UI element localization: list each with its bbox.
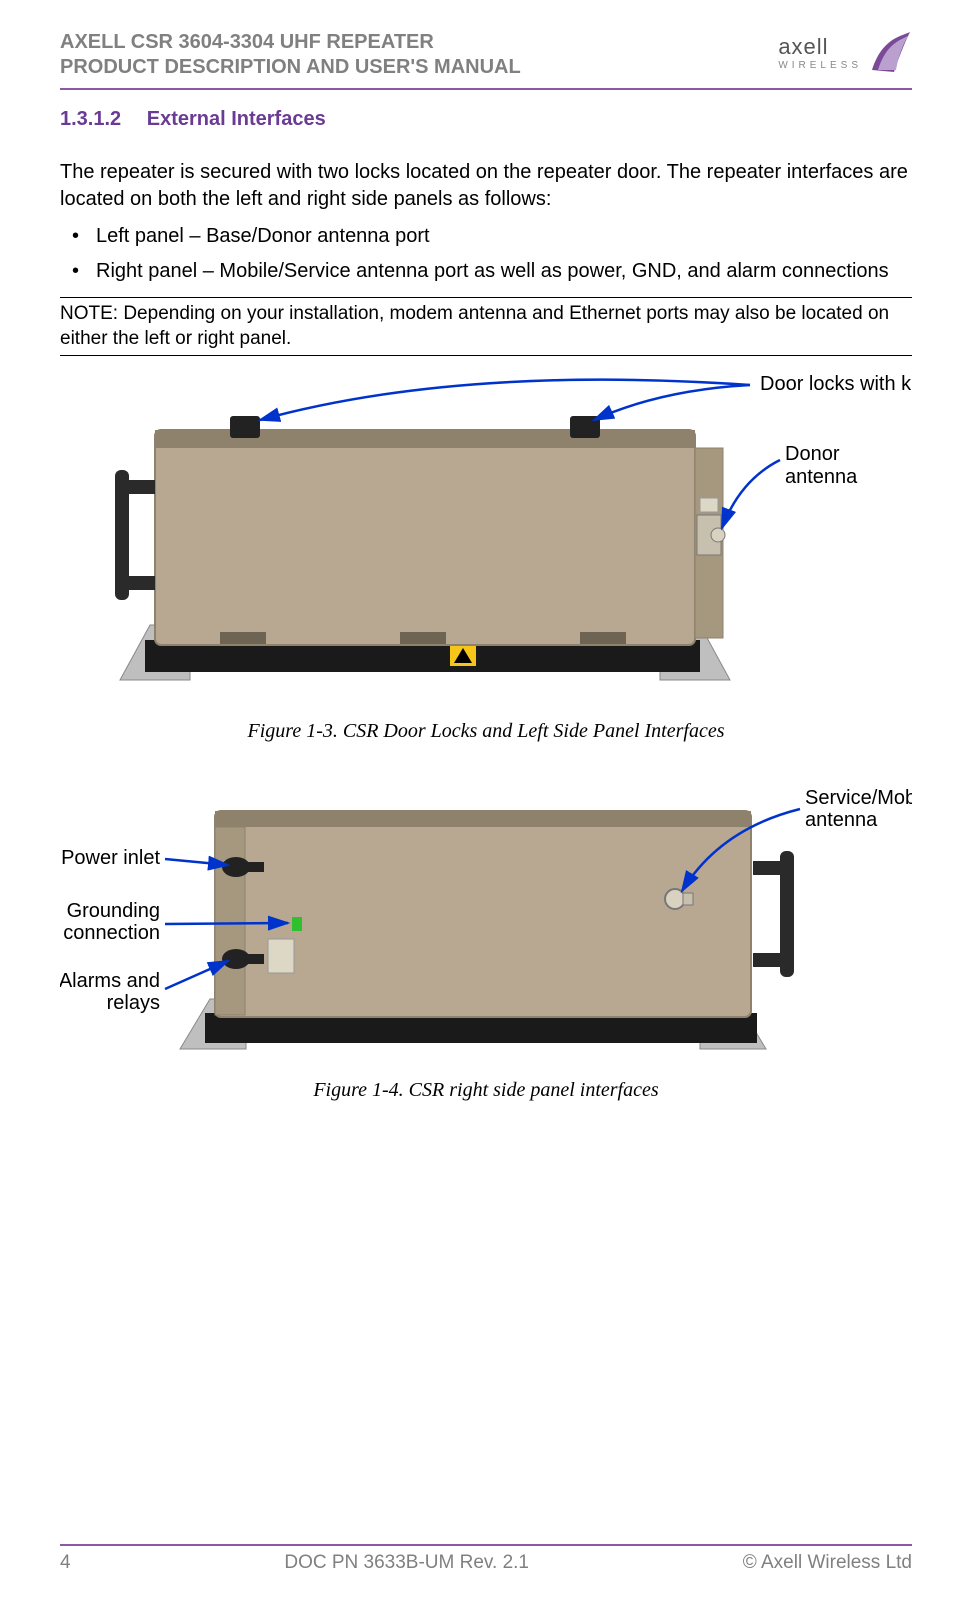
label-grounding-l2: connection [63,922,160,944]
page-footer: 4 DOC PN 3633B-UM Rev. 2.1 © Axell Wirel… [60,1544,912,1574]
section-number: 1.3.1.2 [60,108,121,130]
figure-2-caption: Figure 1-4. CSR right side panel interfa… [60,1079,912,1102]
logo-sub: WIRELESS [778,60,862,71]
note-block: NOTE: Depending on your installation, mo… [60,297,912,356]
logo-main: axell [778,34,828,59]
section-heading: 1.3.1.2 External Interfaces [60,108,912,131]
label-door-locks: Door locks with keys [760,373,912,395]
label-power-inlet: Power inlet [61,847,160,869]
footer-doc: DOC PN 3633B-UM Rev. 2.1 [284,1552,529,1574]
footer-copyright: © Axell Wireless Ltd [743,1552,912,1574]
label-alarms-l1: Alarms and [60,970,160,992]
bullet-list: Left panel – Base/Donor antenna port Rig… [60,223,912,285]
label-alarms-l2: relays [107,992,160,1014]
intro-paragraph: The repeater is secured with two locks l… [60,159,912,213]
figure-1-svg: Door locks with keys Donor antenna [60,370,912,710]
label-service-l2: antenna [805,809,878,831]
label-donor-l1: Donor [785,443,840,465]
brand-logo: axell WIRELESS [778,30,912,74]
logo-text: axell WIRELESS [778,34,862,71]
label-grounding-l1: Grounding [67,900,160,922]
logo-swoosh-icon [868,30,912,74]
figure-1-caption: Figure 1-3. CSR Door Locks and Left Side… [60,720,912,743]
label-service-l1: Service/Mobile [805,787,912,809]
header-line2: PRODUCT DESCRIPTION AND USER'S MANUAL [60,55,521,80]
label-donor-l2: antenna [785,466,858,488]
footer-page: 4 [60,1552,71,1574]
figure-1: Door locks with keys Donor antenna Figur… [60,370,912,743]
list-item: Right panel – Mobile/Service antenna por… [60,258,912,285]
list-item: Left panel – Base/Donor antenna port [60,223,912,250]
note-text: NOTE: Depending on your installation, mo… [60,302,912,351]
header-title-block: AXELL CSR 3604-3304 UHF REPEATER PRODUCT… [60,30,521,80]
section-title: External Interfaces [147,108,326,130]
figure-2-svg: Power inlet Grounding connection Alarms … [60,769,912,1069]
figure-2: Power inlet Grounding connection Alarms … [60,769,912,1102]
page-header: AXELL CSR 3604-3304 UHF REPEATER PRODUCT… [60,30,912,90]
header-line1: AXELL CSR 3604-3304 UHF REPEATER [60,30,521,55]
